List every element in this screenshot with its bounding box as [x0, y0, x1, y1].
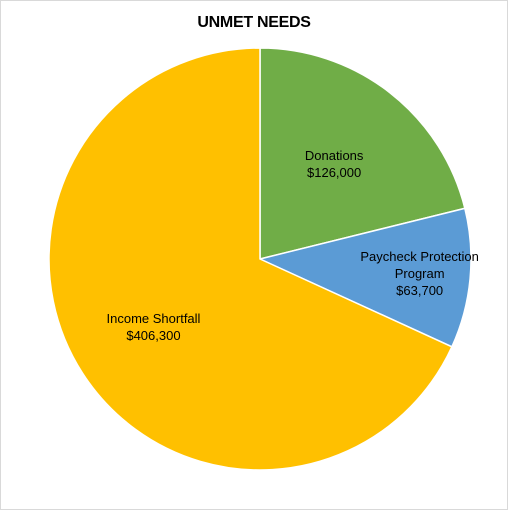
slice-value-label: $126,000 [307, 165, 361, 180]
slice-name-label: Program [395, 266, 445, 281]
pie-slice-paycheck-protection-program [257, 207, 472, 348]
chart-title: UNMET NEEDS [197, 14, 311, 31]
pie-slice-donations [259, 47, 466, 260]
pie-slice-income-shortfall [48, 47, 453, 471]
slice-name-label: Income Shortfall [107, 311, 201, 326]
slice-value-label: $63,700 [396, 283, 443, 298]
slice-value-label: $406,300 [126, 328, 180, 343]
slice-name-label: Paycheck Protection [360, 249, 479, 264]
slice-name-label: Donations [305, 148, 364, 163]
